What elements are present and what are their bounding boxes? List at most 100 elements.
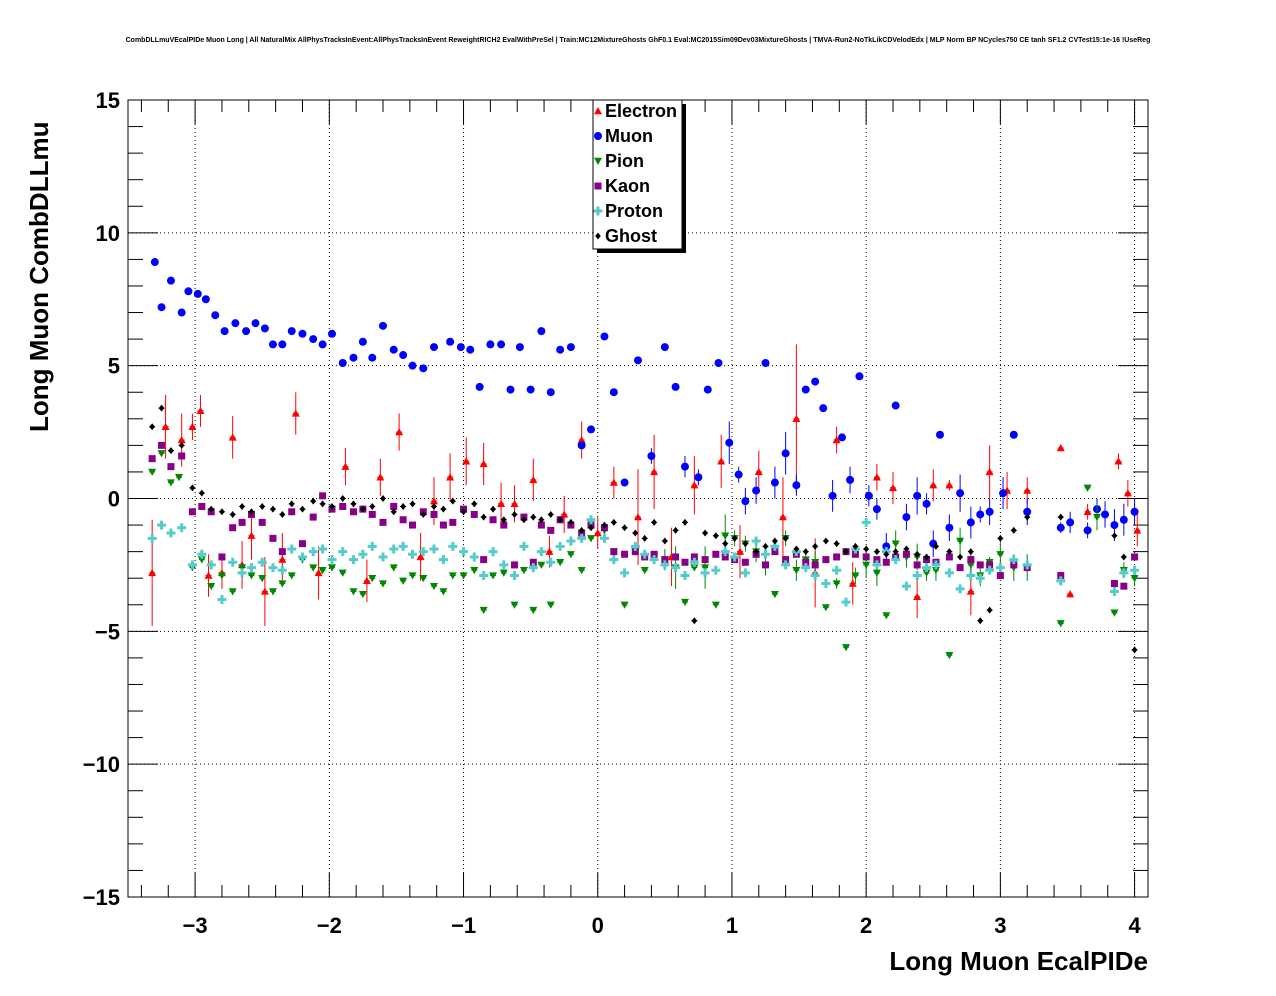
- data-point: [903, 545, 910, 553]
- data-point: [1024, 513, 1031, 521]
- data-point: [1110, 609, 1119, 617]
- data-point: [792, 567, 801, 575]
- data-point: [600, 332, 609, 341]
- data-point: [399, 351, 408, 360]
- data-point: [851, 572, 860, 580]
- data-point: [560, 510, 569, 518]
- data-point: [882, 558, 890, 566]
- data-point: [802, 558, 810, 566]
- data-point: [480, 556, 488, 564]
- data-point: [621, 550, 629, 558]
- data-point: [479, 606, 488, 615]
- data-point: [671, 563, 681, 573]
- data-point: [418, 547, 428, 557]
- data-point: [620, 478, 629, 487]
- data-point: [771, 548, 779, 556]
- data-point: [237, 568, 247, 578]
- data-point: [725, 438, 734, 447]
- data-point: [913, 491, 922, 500]
- data-point: [462, 457, 471, 465]
- data-point: [471, 500, 478, 508]
- data-point: [874, 548, 880, 556]
- data-point: [931, 567, 940, 575]
- data-point: [519, 541, 529, 551]
- data-point: [851, 550, 859, 558]
- data-point: [297, 552, 307, 562]
- ghost-series: [149, 404, 1138, 654]
- data-point: [362, 576, 371, 585]
- data-point: [985, 507, 994, 516]
- data-point: [409, 500, 416, 508]
- data-point: [161, 422, 170, 430]
- data-point: [810, 571, 820, 581]
- data-point: [399, 577, 408, 585]
- data-point: [1093, 513, 1101, 522]
- legend-label: Ghost: [605, 226, 657, 246]
- data-point: [761, 549, 770, 559]
- data-point: [811, 561, 819, 569]
- data-point: [741, 497, 750, 506]
- data-point: [986, 561, 994, 569]
- data-point: [822, 556, 830, 564]
- data-point: [1057, 572, 1065, 580]
- data-point: [660, 343, 669, 352]
- data-point: [1066, 518, 1075, 527]
- x-tick-label: 2: [860, 913, 872, 938]
- data-point: [376, 473, 385, 481]
- data-point: [547, 526, 555, 534]
- data-point: [945, 553, 953, 561]
- data-point: [268, 588, 277, 596]
- data-point: [150, 258, 159, 267]
- data-point: [409, 521, 417, 529]
- data-point: [430, 582, 438, 591]
- data-point: [1121, 553, 1127, 561]
- data-point: [935, 430, 944, 439]
- data-point: [279, 510, 286, 518]
- data-point: [368, 575, 377, 583]
- data-point: [672, 553, 680, 561]
- data-point: [349, 588, 358, 596]
- data-point: [158, 441, 166, 449]
- data-point: [475, 382, 484, 391]
- x-tick-label: −1: [451, 913, 476, 938]
- data-point: [466, 345, 475, 354]
- data-point: [220, 327, 229, 336]
- data-point: [996, 572, 1004, 580]
- data-point: [690, 553, 698, 561]
- data-point: [278, 548, 286, 556]
- data-point: [913, 592, 922, 600]
- data-point: [310, 497, 317, 505]
- data-point: [882, 612, 891, 620]
- data-point: [841, 597, 851, 607]
- data-point: [855, 372, 864, 381]
- data-point: [997, 534, 1004, 542]
- data-point: [298, 329, 307, 338]
- legend-marker: [594, 107, 602, 115]
- data-point: [681, 558, 689, 566]
- data-point: [714, 359, 723, 368]
- data-point: [889, 483, 897, 492]
- data-point: [197, 556, 206, 564]
- data-point: [1057, 513, 1064, 521]
- data-point: [680, 571, 690, 581]
- data-point: [358, 337, 367, 346]
- data-point: [821, 604, 830, 612]
- electron-series: [148, 344, 1142, 627]
- data-point: [379, 580, 387, 588]
- data-point: [175, 474, 183, 482]
- data-point: [448, 541, 458, 551]
- data-point: [148, 468, 157, 476]
- data-point: [632, 529, 639, 537]
- data-point: [258, 518, 266, 526]
- data-point: [762, 542, 769, 550]
- legend-marker: [595, 232, 601, 240]
- data-point: [872, 569, 881, 577]
- data-point: [1110, 521, 1119, 530]
- data-point: [557, 516, 563, 524]
- data-point: [922, 499, 931, 508]
- data-point: [752, 486, 761, 495]
- muon-series: [150, 258, 1139, 560]
- data-point: [339, 495, 346, 502]
- data-point: [846, 475, 855, 484]
- data-point: [510, 601, 519, 609]
